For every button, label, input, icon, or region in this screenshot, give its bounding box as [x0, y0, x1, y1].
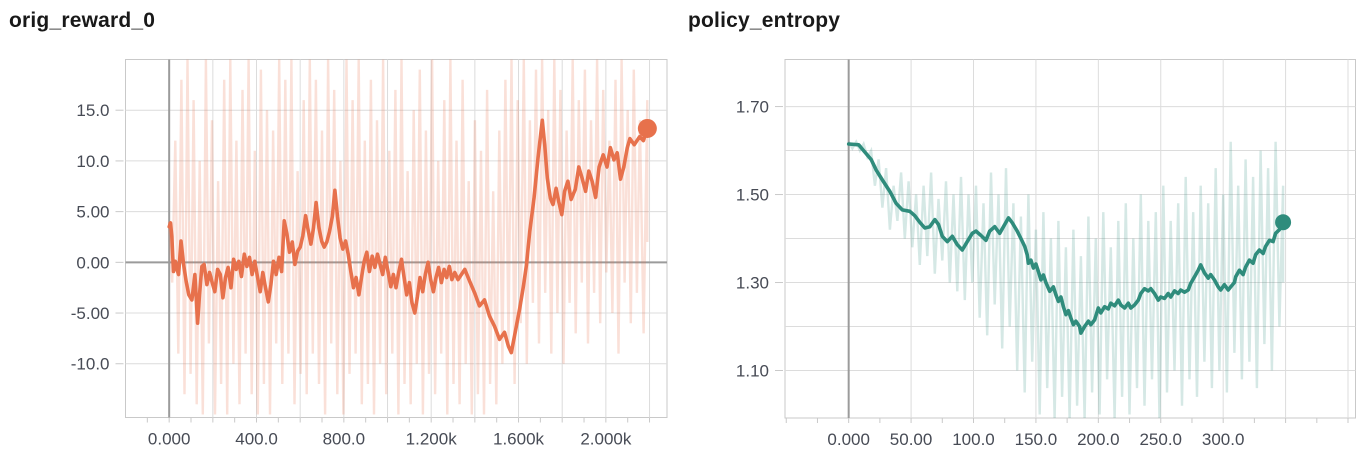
y-tick-label: 1.30	[736, 274, 769, 293]
chart-title-policy-entropy: policy_entropy	[688, 9, 841, 32]
x-axis-labels: 0.000 400.0 800.0 1.200k 1.600k 2.000k	[148, 430, 632, 449]
latest-point-marker	[1275, 214, 1292, 231]
raw-series-line	[168, 59, 649, 415]
y-axis-labels: 15.0 10.0 5.00 0.00 -5.00 -10.0	[71, 101, 110, 374]
x-tick-label: 400.0	[235, 430, 278, 449]
chart-title-orig-reward-0: orig_reward_0	[9, 9, 156, 32]
y-tick-label: -10.0	[71, 355, 110, 374]
chart-policy-entropy[interactable]: 0.000 50.00 100.0 150.0 200.0 250.0 300.01.701…	[736, 59, 1356, 450]
y-tick-label: -5.00	[71, 304, 110, 323]
latest-point-marker	[637, 118, 657, 138]
smoothed-series-line	[167, 118, 650, 355]
gridlines	[785, 59, 1356, 418]
x-tick-label: 800.0	[323, 430, 366, 449]
x-minor-ticks	[146, 417, 651, 423]
x-tick-label: 150.0	[1015, 430, 1058, 449]
plot-border	[125, 59, 668, 418]
y-tick-label: 5.00	[76, 203, 109, 222]
x-tick-label: 100.0	[952, 430, 995, 449]
x-tick-label: 1.600k	[493, 430, 545, 449]
y-axis-labels: 1.70 1.50 1.30 1.10	[736, 98, 769, 381]
gridlines	[125, 59, 667, 418]
x-tick-label: 0.000	[148, 430, 191, 449]
y-ticks	[775, 106, 783, 371]
smoothed-series-line	[846, 142, 1285, 335]
x-axis-labels: 0.000 50.00 100.0 150.0 200.0 250.0 300.0	[827, 430, 1244, 449]
y-tick-label: 15.0	[76, 101, 109, 120]
x-tick-label: 300.0	[1202, 430, 1245, 449]
x-tick-label: 250.0	[1139, 430, 1182, 449]
x-tick-label: 2.000k	[580, 430, 632, 449]
y-tick-label: 10.0	[76, 152, 109, 171]
x-tick-label: 0.000	[827, 430, 870, 449]
y-tick-label: 1.70	[736, 98, 769, 117]
x-minor-ticks	[785, 418, 1349, 423]
y-ticks	[115, 109, 124, 365]
raw-series-line	[847, 139, 1285, 418]
y-tick-label: 1.10	[736, 361, 769, 380]
x-tick-label: 50.00	[890, 430, 933, 449]
x-tick-label: 200.0	[1077, 430, 1120, 449]
y-tick-label: 1.50	[736, 186, 769, 205]
x-tick-label: 1.200k	[406, 430, 458, 449]
chart-orig-reward-0[interactable]: 0.000 400.0 800.0 1.200k 1.600k 2.000k 15.0 10.…	[71, 59, 668, 449]
y-tick-label: 0.00	[76, 253, 109, 272]
